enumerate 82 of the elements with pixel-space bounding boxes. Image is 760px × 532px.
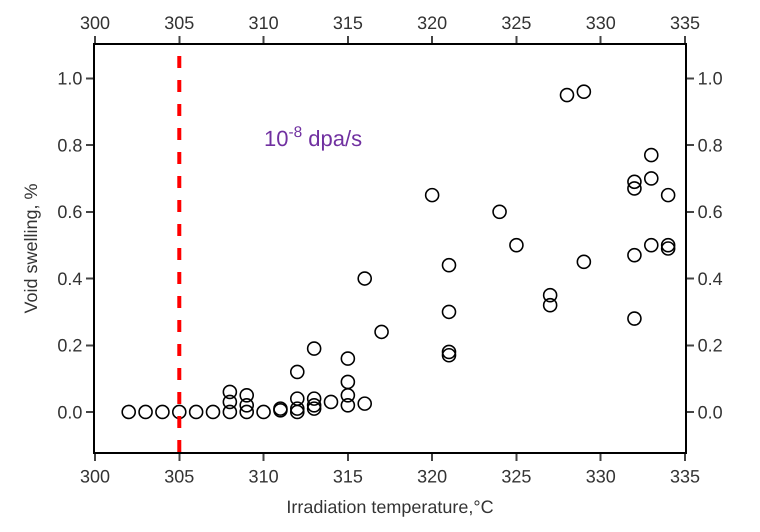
y-axis-title: Void swelling, % xyxy=(21,183,42,314)
point xyxy=(576,254,592,270)
x-tick-label: 305 xyxy=(164,12,194,33)
y2-tick-label: 0.4 xyxy=(698,268,723,289)
point xyxy=(290,401,305,416)
point xyxy=(644,148,659,162)
x-tick-label: 300 xyxy=(80,12,110,33)
point xyxy=(576,84,592,99)
point xyxy=(357,271,372,286)
point xyxy=(222,394,238,410)
point xyxy=(121,404,136,420)
point xyxy=(239,404,254,420)
point xyxy=(290,404,305,420)
point xyxy=(222,404,238,420)
point xyxy=(660,241,676,256)
point xyxy=(644,238,659,252)
x2-tick-label: 325 xyxy=(501,466,532,487)
y-tick-label: 0.6 xyxy=(57,202,82,222)
point xyxy=(627,311,642,326)
x-tick-label: 330 xyxy=(586,12,616,33)
point xyxy=(542,298,558,313)
point xyxy=(306,391,322,406)
point xyxy=(222,384,238,400)
y2-tick-label: 0.2 xyxy=(698,336,723,356)
x2-tick-label: 305 xyxy=(164,466,194,487)
point xyxy=(560,88,574,102)
point xyxy=(424,188,440,202)
x-tick-label: 320 xyxy=(417,12,448,33)
x-tick-label: 335 xyxy=(670,12,700,33)
point xyxy=(290,364,305,380)
point xyxy=(442,348,456,363)
y-tick-label: 0.4 xyxy=(57,268,82,289)
point xyxy=(660,188,676,202)
x2-tick-label: 300 xyxy=(80,466,110,487)
point xyxy=(306,398,322,413)
point xyxy=(188,404,204,420)
annotation: 10$^{-8}$ dpa/s xyxy=(264,124,362,152)
y2-tick-label: 0.8 xyxy=(698,135,723,156)
point xyxy=(340,374,356,390)
point xyxy=(644,171,659,186)
point xyxy=(206,404,220,420)
x-axis-title: Irradiation temperature,°C xyxy=(286,497,494,518)
point xyxy=(374,324,389,340)
point xyxy=(306,401,322,416)
point xyxy=(155,404,170,420)
point xyxy=(509,238,524,252)
y2-tick-label: 0.0 xyxy=(698,402,723,422)
y-tick-label: 0.0 xyxy=(57,402,82,422)
point xyxy=(442,304,456,320)
point xyxy=(306,341,322,356)
x-tick-label: 315 xyxy=(332,12,363,33)
point xyxy=(627,181,642,196)
point xyxy=(138,404,153,420)
y2-tick-label: 1.0 xyxy=(698,68,723,89)
point xyxy=(290,391,305,406)
point xyxy=(542,288,558,302)
point xyxy=(239,388,254,403)
point xyxy=(492,204,507,220)
x-tick-label: 310 xyxy=(248,12,279,33)
point xyxy=(442,344,456,360)
point xyxy=(340,398,356,413)
x-tick-label: 325 xyxy=(501,12,532,33)
point xyxy=(627,248,642,262)
x2-tick-label: 335 xyxy=(670,466,700,487)
point xyxy=(357,396,372,411)
y-tick-label: 0.2 xyxy=(57,336,82,356)
x2-tick-label: 315 xyxy=(332,466,363,487)
point xyxy=(239,398,254,413)
point xyxy=(172,404,187,420)
point xyxy=(256,404,271,420)
y-tick-label: 1.0 xyxy=(57,68,82,89)
x2-tick-label: 330 xyxy=(586,466,616,487)
x2-tick-label: 320 xyxy=(417,466,448,487)
point xyxy=(340,351,356,366)
point xyxy=(442,258,456,272)
x2-tick-label: 310 xyxy=(248,466,279,487)
point xyxy=(340,388,356,403)
y2-tick-label: 0.6 xyxy=(698,202,723,222)
point xyxy=(660,238,676,252)
point xyxy=(627,174,642,190)
point xyxy=(324,394,338,410)
y-tick-label: 0.8 xyxy=(57,135,82,156)
